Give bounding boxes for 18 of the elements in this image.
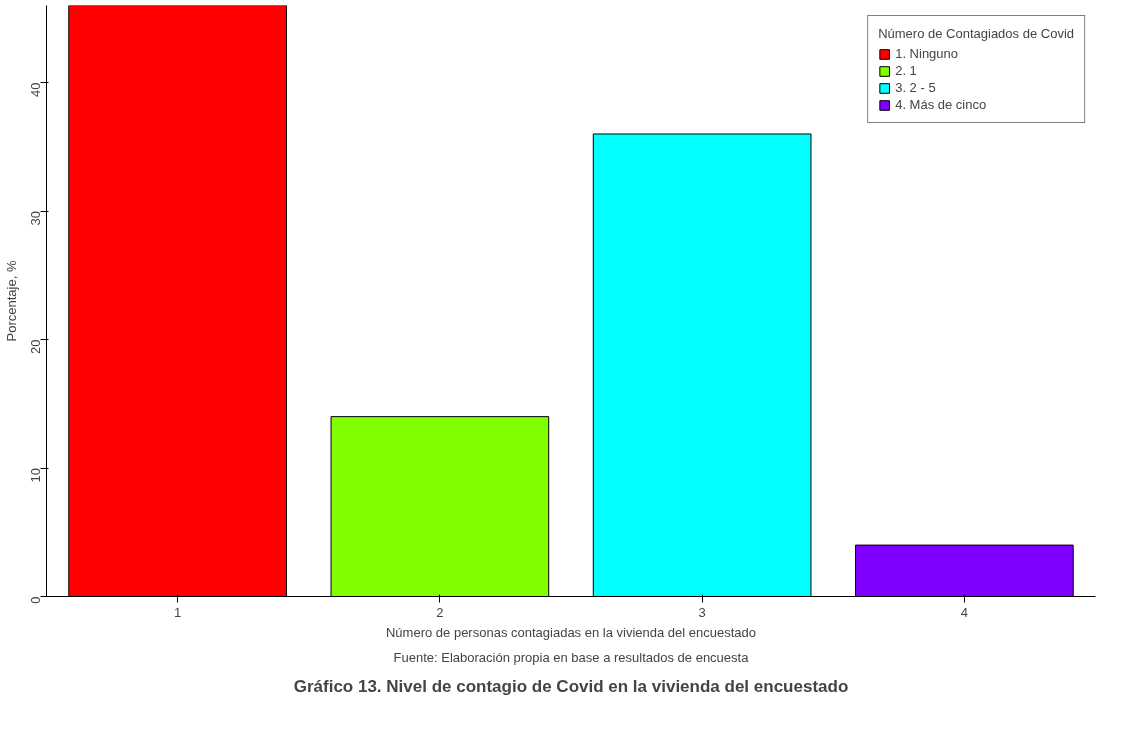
x-tick-label: 4 xyxy=(960,604,968,620)
legend-label: 2. 1 xyxy=(895,63,917,78)
y-tick-label: 20 xyxy=(28,339,43,354)
legend-label: 4. Más de cinco xyxy=(895,97,987,112)
y-tick-label: 40 xyxy=(28,82,43,98)
legend-label: 3. 2 - 5 xyxy=(895,80,936,95)
y-axis-title: Porcentaje, % xyxy=(3,260,19,342)
x-tick-label: 3 xyxy=(698,604,706,620)
x-axis-title: Número de personas contagiadas en la vivienda del encuestado xyxy=(385,624,757,640)
x-tick-label: 1 xyxy=(174,604,182,620)
legend-title: Número de Contagiados de Covid xyxy=(878,26,1074,41)
y-tick-label: 30 xyxy=(28,211,43,226)
y-tick-label: 0 xyxy=(28,596,43,604)
text: Gráfico 13. Nivel de contagio de Covid en la vivienda del encuestado xyxy=(293,676,849,696)
x-tick-label: 2 xyxy=(436,604,444,620)
legend-label: 1. Ninguno xyxy=(895,46,959,61)
source-note: Fuente: Elaboración propia en base a resultados de encuesta xyxy=(393,649,750,665)
y-tick-label: 10 xyxy=(28,468,43,483)
